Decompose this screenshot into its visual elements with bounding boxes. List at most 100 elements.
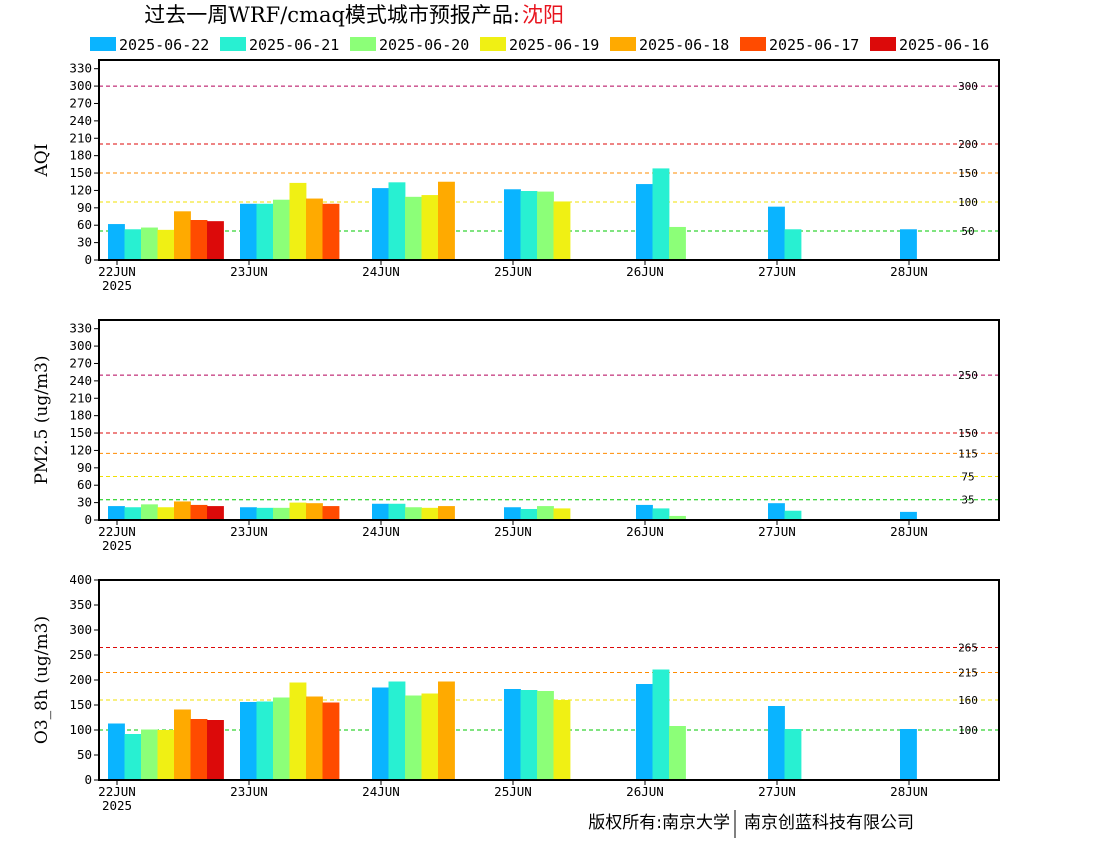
bar-2025-06-20-22JUN xyxy=(141,504,158,520)
y-tick-label: 120 xyxy=(69,182,92,197)
bar-2025-06-21-22JUN xyxy=(124,734,142,780)
bar-2025-06-22-27JUN xyxy=(768,206,785,260)
bar-2025-06-19-22JUN xyxy=(157,507,175,520)
bar-2025-06-22-26JUN xyxy=(636,184,653,260)
bar-2025-06-20-25JUN xyxy=(537,191,554,260)
x-tick-label: 27JUN xyxy=(758,784,796,799)
reference-label-100: 100 xyxy=(958,724,978,737)
y-tick-label: 210 xyxy=(69,130,92,145)
y-tick-label: 270 xyxy=(69,355,92,370)
bar-2025-06-22-26JUN xyxy=(636,504,653,520)
y-tick-label: 50 xyxy=(77,747,92,762)
bar-2025-06-20-26JUN xyxy=(669,515,686,520)
bar-2025-06-18-24JUN xyxy=(438,506,455,520)
reference-label-160: 160 xyxy=(958,694,978,707)
bar-2025-06-21-26JUN xyxy=(652,168,670,260)
legend-label-2025-06-20: 2025-06-20 xyxy=(379,36,469,54)
x-tick-label: 26JUN xyxy=(626,784,664,799)
y-tick-label: 0 xyxy=(84,252,92,267)
y-axis-label: O3_8h (ug/m3) xyxy=(32,616,52,744)
bar-2025-06-17-22JUN xyxy=(190,719,208,780)
x-tick-label: 23JUN xyxy=(230,264,268,279)
x-tick-label: 26JUN xyxy=(626,264,664,279)
panel-3: 265 215 160 100 0 50 100 150 200 250 300 350 400 O3_8… xyxy=(32,572,1000,813)
legend-swatch-2025-06-22 xyxy=(90,37,116,51)
bar-2025-06-22-26JUN xyxy=(636,684,653,780)
bar-2025-06-19-24JUN xyxy=(421,693,439,780)
bar-2025-06-22-25JUN xyxy=(504,189,521,260)
bar-2025-06-19-24JUN xyxy=(421,195,439,260)
panel-1: 300 200 150 100 50 0 30 60 90 120 150 180 210 240 270 3… xyxy=(32,59,1000,293)
x-tick-label: 25JUN xyxy=(494,264,532,279)
reference-label-50: 50 xyxy=(961,225,974,238)
x-tick-label: 27JUN xyxy=(758,524,796,539)
panel-2: 250 150 115 75 35 0 30 60 90 120 150 180 210 240 270 30… xyxy=(32,319,1000,553)
bar-2025-06-21-25JUN xyxy=(520,191,538,260)
bar-2025-06-22-22JUN xyxy=(108,224,125,260)
y-tick-label: 0 xyxy=(84,512,92,527)
bar-2025-06-18-22JUN xyxy=(174,211,191,260)
y-tick-label: 150 xyxy=(69,165,92,180)
bar-2025-06-19-24JUN xyxy=(421,507,439,520)
bar-2025-06-22-27JUN xyxy=(768,503,785,520)
x-tick-label: 22JUN xyxy=(98,784,136,799)
reference-label-75: 75 xyxy=(961,471,974,484)
y-tick-label: 120 xyxy=(69,442,92,457)
legend: 2025-06-22 2025-06-21 2025-06-20 2025-06-19… xyxy=(90,36,989,54)
x-year-label: 2025 xyxy=(102,278,132,293)
bar-2025-06-18-24JUN xyxy=(438,681,455,780)
y-tick-label: 300 xyxy=(69,78,92,93)
y-tick-label: 400 xyxy=(69,572,92,587)
reference-label-100: 100 xyxy=(958,196,978,209)
bar-2025-06-22-27JUN xyxy=(768,706,785,780)
bar-2025-06-21-26JUN xyxy=(652,669,670,780)
bar-2025-06-17-22JUN xyxy=(190,504,208,520)
bar-2025-06-21-25JUN xyxy=(520,690,538,780)
bar-2025-06-20-22JUN xyxy=(141,729,158,780)
bar-2025-06-17-23JUN xyxy=(322,203,340,260)
bar-2025-06-20-24JUN xyxy=(405,196,422,260)
bar-2025-06-22-22JUN xyxy=(108,506,125,520)
x-tick-label: 22JUN xyxy=(98,264,136,279)
bar-2025-06-18-23JUN xyxy=(306,696,323,780)
bar-2025-06-22-24JUN xyxy=(372,188,389,260)
bar-2025-06-22-23JUN xyxy=(240,203,257,260)
bar-2025-06-20-24JUN xyxy=(405,695,422,780)
bar-2025-06-18-22JUN xyxy=(174,501,191,520)
bar-2025-06-18-24JUN xyxy=(438,181,455,260)
legend-label-2025-06-18: 2025-06-18 xyxy=(639,36,729,54)
y-tick-label: 180 xyxy=(69,408,92,423)
reference-label-150: 150 xyxy=(958,427,978,440)
x-tick-label: 25JUN xyxy=(494,524,532,539)
bar-2025-06-20-23JUN xyxy=(273,697,290,780)
bar-2025-06-16-22JUN xyxy=(207,221,224,260)
bar-2025-06-16-22JUN xyxy=(207,720,224,780)
bar-2025-06-20-23JUN xyxy=(273,507,290,520)
x-tick-label: 25JUN xyxy=(494,784,532,799)
bar-2025-06-22-24JUN xyxy=(372,687,389,780)
bar-2025-06-21-23JUN xyxy=(256,507,274,520)
x-tick-label: 24JUN xyxy=(362,264,400,279)
y-tick-label: 240 xyxy=(69,373,92,388)
legend-label-2025-06-21: 2025-06-21 xyxy=(249,36,339,54)
bar-2025-06-19-22JUN xyxy=(157,229,175,260)
x-tick-label: 27JUN xyxy=(758,264,796,279)
y-tick-label: 250 xyxy=(69,647,92,662)
bar-2025-06-22-24JUN xyxy=(372,503,389,520)
reference-label-250: 250 xyxy=(958,369,978,382)
y-tick-label: 330 xyxy=(69,61,92,76)
bar-2025-06-21-24JUN xyxy=(388,182,406,260)
y-tick-label: 150 xyxy=(69,697,92,712)
y-tick-label: 180 xyxy=(69,148,92,163)
reference-label-35: 35 xyxy=(961,494,974,507)
bar-2025-06-21-27JUN xyxy=(784,510,802,520)
chart-panels: 3002001501005003060901201501802102402703… xyxy=(32,59,1000,813)
bar-2025-06-21-22JUN xyxy=(124,507,142,520)
y-tick-label: 350 xyxy=(69,597,92,612)
y-tick-label: 100 xyxy=(69,722,92,737)
bar-2025-06-21-23JUN xyxy=(256,701,274,780)
y-axis-label: AQI xyxy=(32,144,52,178)
bar-2025-06-19-25JUN xyxy=(553,508,571,520)
bar-2025-06-19-23JUN xyxy=(289,682,307,780)
